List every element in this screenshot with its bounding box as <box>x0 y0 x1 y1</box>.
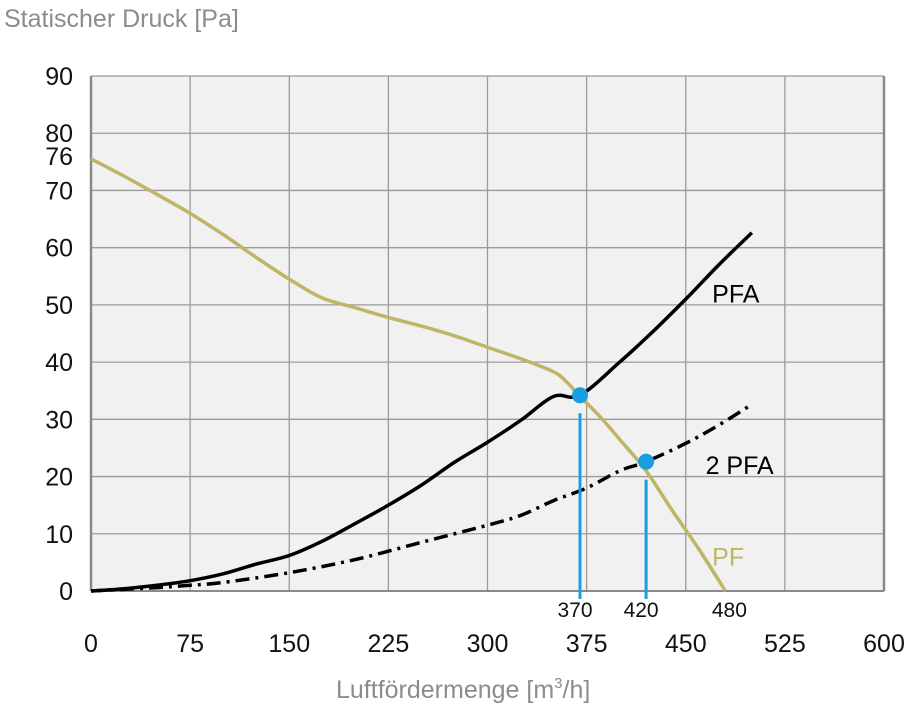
y-axis-ticks: 0 10 20 30 40 50 60 70 80 90 76 <box>45 63 73 606</box>
x-tick-label: 150 <box>268 630 310 658</box>
x-tick-label: 225 <box>368 630 410 658</box>
y-tick-label: 50 <box>45 292 73 320</box>
series-label-pf: PF <box>712 544 744 572</box>
x-tick-label: 375 <box>566 630 608 658</box>
y-tick-label: 30 <box>45 406 73 434</box>
x-tick-label: 75 <box>176 630 204 658</box>
x-tick-label: 450 <box>665 630 707 658</box>
annotations: 370 420 480 <box>557 599 746 622</box>
grid-lines <box>89 75 886 592</box>
annotation-label: 480 <box>712 599 747 622</box>
operating-points <box>572 387 655 599</box>
series-line-2-pfa <box>90 402 753 593</box>
series-labels: PFA 2 PFA PF <box>706 280 774 571</box>
series-line-pf <box>90 157 727 592</box>
y-tick-label: 40 <box>45 349 73 377</box>
y-tick-label: 20 <box>45 464 73 492</box>
operating-point-label: 370 <box>557 599 592 622</box>
y-tick-label-extra: 76 <box>45 143 73 171</box>
x-axis-title-tail: /h] <box>563 676 591 704</box>
x-tick-label: 600 <box>863 630 905 658</box>
series-line-pfa <box>90 231 754 593</box>
series-label-2-pfa: 2 PFA <box>706 452 774 480</box>
series-label-pfa: PFA <box>712 280 760 308</box>
x-tick-label: 525 <box>764 630 806 658</box>
data-series <box>90 157 754 593</box>
operating-point-label: 420 <box>624 599 659 622</box>
y-tick-label: 70 <box>45 177 73 205</box>
y-tick-label: 60 <box>45 235 73 263</box>
x-axis-title-main: Luftfördermenge [m <box>336 676 554 704</box>
y-tick-label: 0 <box>59 578 73 606</box>
x-axis-title: Luftfördermenge [m3/h] <box>336 675 590 704</box>
operating-point-marker <box>638 453 655 470</box>
x-axis-ticks: 0 75 150 225 300 375 450 525 600 <box>84 630 905 658</box>
x-tick-label: 0 <box>84 630 98 658</box>
y-tick-label: 10 <box>45 521 73 549</box>
y-tick-label: 80 <box>45 120 73 148</box>
x-tick-label: 300 <box>467 630 509 658</box>
operating-point-marker <box>572 387 589 404</box>
y-axis-title: Statischer Druck [Pa] <box>4 5 239 33</box>
y-tick-label: 90 <box>45 63 73 91</box>
x-axis-title-sup: 3 <box>554 675 562 692</box>
